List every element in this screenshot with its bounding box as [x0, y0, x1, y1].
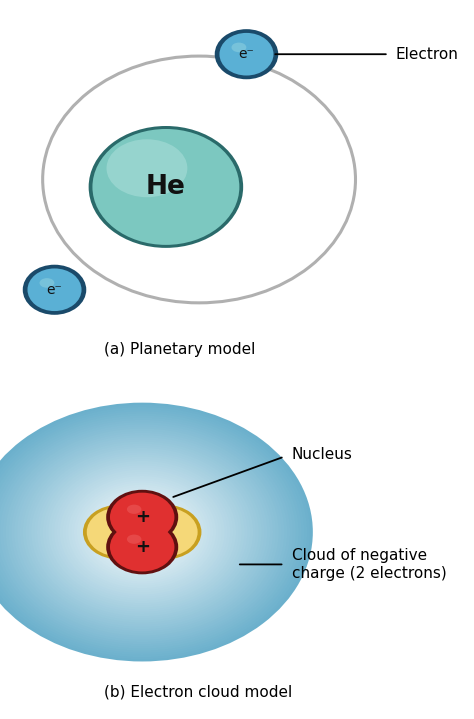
- Circle shape: [0, 424, 284, 640]
- Circle shape: [117, 513, 168, 551]
- Circle shape: [63, 472, 222, 592]
- Circle shape: [128, 521, 156, 543]
- Ellipse shape: [107, 139, 187, 197]
- Text: e⁻: e⁻: [46, 283, 63, 297]
- Circle shape: [34, 450, 250, 614]
- Text: +: +: [135, 538, 150, 556]
- Circle shape: [14, 435, 270, 629]
- Circle shape: [82, 487, 202, 577]
- Circle shape: [215, 29, 278, 79]
- Text: Electron: Electron: [396, 47, 459, 62]
- Circle shape: [51, 463, 233, 601]
- Circle shape: [48, 461, 236, 603]
- Circle shape: [0, 407, 307, 657]
- Circle shape: [0, 420, 290, 644]
- Circle shape: [26, 444, 259, 620]
- Ellipse shape: [127, 505, 141, 514]
- Ellipse shape: [231, 42, 246, 52]
- Text: Nucleus: Nucleus: [292, 447, 352, 462]
- Circle shape: [77, 482, 208, 582]
- Circle shape: [85, 489, 199, 575]
- Ellipse shape: [39, 278, 55, 288]
- Circle shape: [57, 467, 228, 597]
- Circle shape: [9, 431, 276, 633]
- Circle shape: [65, 474, 219, 590]
- Circle shape: [106, 520, 178, 574]
- Circle shape: [92, 129, 239, 245]
- Circle shape: [105, 504, 179, 560]
- Circle shape: [37, 452, 247, 612]
- Circle shape: [0, 418, 293, 646]
- Circle shape: [68, 476, 216, 588]
- Circle shape: [100, 500, 185, 564]
- Circle shape: [119, 515, 165, 549]
- Circle shape: [111, 508, 173, 556]
- Circle shape: [74, 480, 210, 584]
- Circle shape: [0, 422, 287, 642]
- Text: Cloud of negative
charge (2 electrons): Cloud of negative charge (2 electrons): [292, 548, 446, 581]
- Circle shape: [0, 413, 299, 651]
- Circle shape: [20, 439, 264, 625]
- Circle shape: [6, 429, 279, 636]
- Circle shape: [133, 508, 198, 557]
- Circle shape: [139, 530, 145, 534]
- Circle shape: [28, 446, 256, 618]
- Circle shape: [3, 426, 282, 638]
- Text: (a) Planetary model: (a) Planetary model: [104, 342, 256, 357]
- Circle shape: [0, 409, 304, 655]
- Circle shape: [46, 459, 239, 605]
- Circle shape: [23, 441, 262, 623]
- Circle shape: [91, 493, 193, 571]
- Circle shape: [0, 405, 310, 659]
- Text: +: +: [135, 508, 150, 526]
- Circle shape: [71, 478, 213, 586]
- Circle shape: [94, 495, 191, 569]
- Ellipse shape: [127, 534, 141, 544]
- Circle shape: [106, 490, 178, 544]
- Circle shape: [80, 485, 205, 580]
- Circle shape: [114, 510, 171, 554]
- Circle shape: [0, 403, 313, 661]
- Circle shape: [54, 465, 230, 599]
- Circle shape: [97, 498, 188, 567]
- Circle shape: [31, 448, 253, 616]
- Circle shape: [88, 491, 196, 573]
- Circle shape: [219, 33, 273, 75]
- Circle shape: [125, 519, 159, 545]
- Circle shape: [27, 268, 82, 311]
- Circle shape: [40, 454, 245, 610]
- Text: He: He: [146, 174, 186, 200]
- Circle shape: [89, 126, 243, 248]
- Circle shape: [11, 433, 273, 631]
- Circle shape: [137, 528, 148, 536]
- Circle shape: [87, 508, 151, 557]
- Circle shape: [0, 416, 296, 649]
- Circle shape: [60, 470, 225, 595]
- Circle shape: [17, 437, 267, 627]
- Circle shape: [83, 505, 155, 559]
- Circle shape: [0, 411, 301, 653]
- Circle shape: [122, 517, 162, 547]
- Circle shape: [23, 265, 86, 315]
- Circle shape: [134, 526, 151, 539]
- Circle shape: [110, 493, 174, 541]
- Circle shape: [129, 505, 201, 559]
- Circle shape: [108, 506, 176, 558]
- Text: e⁻: e⁻: [238, 47, 255, 61]
- Circle shape: [102, 502, 182, 562]
- Text: (b) Electron cloud model: (b) Electron cloud model: [104, 684, 292, 699]
- Circle shape: [131, 523, 154, 541]
- Circle shape: [43, 457, 242, 608]
- Circle shape: [110, 523, 174, 572]
